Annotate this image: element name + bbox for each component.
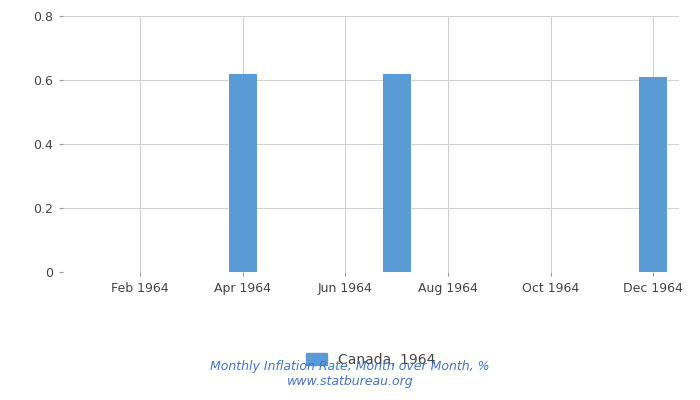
Text: Monthly Inflation Rate, Month over Month, %: Monthly Inflation Rate, Month over Month… [210,360,490,373]
Legend: Canada, 1964: Canada, 1964 [301,348,441,372]
Text: www.statbureau.org: www.statbureau.org [287,375,413,388]
Bar [228,74,257,272]
Bar [382,74,411,272]
Bar [639,77,667,272]
